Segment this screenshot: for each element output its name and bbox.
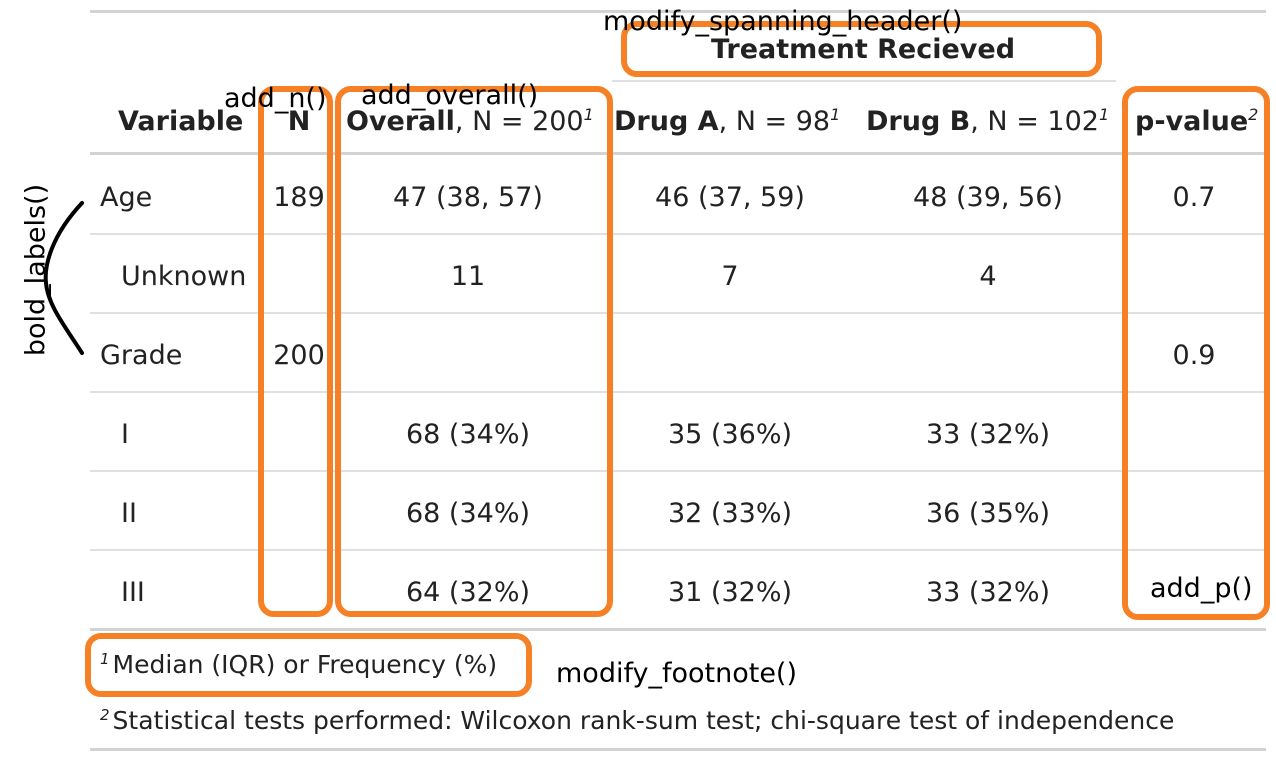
annotation-spanning-header: modify_spanning_header() (603, 6, 963, 37)
row-label: Age (100, 182, 153, 213)
cell-overall: 11 (450, 261, 486, 292)
cell-drug-a: 31 (32%) (667, 577, 793, 608)
footnote-2-text: Statistical tests performed: Wilcoxon ra… (112, 706, 1175, 735)
table-bottom-rule (90, 628, 1266, 631)
bold-labels-bracket-icon (43, 201, 84, 355)
pvalue-column-highlight (1122, 86, 1270, 620)
header-overall: Overall, N = 2001 (346, 105, 594, 137)
header-pvalue-bold: p-value (1135, 106, 1249, 137)
header-footnote-mark: 1 (583, 105, 594, 124)
annotation-modify-footnote: modify_footnote() (556, 658, 797, 689)
row-rule (90, 312, 1266, 314)
cell-drug-a: 32 (33%) (667, 498, 793, 529)
row-rule (90, 233, 1266, 235)
footer-bottom-rule (90, 748, 1266, 751)
cell-drug-b: 33 (32%) (925, 577, 1051, 608)
cell-pvalue: 0.9 (1172, 340, 1216, 371)
header-drug-a-bold: Drug A (614, 106, 719, 137)
spanning-rule (612, 80, 1116, 82)
row-label: II (121, 498, 137, 529)
header-overall-bold: Overall (346, 106, 455, 137)
cell-drug-b: 4 (979, 261, 997, 292)
cell-drug-b: 36 (35%) (925, 498, 1051, 529)
header-footnote-mark: 1 (1098, 105, 1110, 124)
row-label: Unknown (121, 261, 247, 292)
cell-drug-a: 7 (721, 261, 739, 292)
cell-drug-a: 46 (37, 59) (655, 182, 805, 213)
row-rule (90, 549, 1266, 551)
cell-overall: 47 (38, 57) (393, 182, 543, 213)
cell-overall: 68 (34%) (405, 498, 531, 529)
annotation-bold-labels: bold_labels() (20, 183, 52, 357)
row-label: I (121, 419, 129, 450)
header-pvalue: p-value2 (1135, 105, 1259, 137)
header-bottom-rule (90, 152, 1266, 155)
annotation-add-n: add_n() (224, 83, 327, 114)
header-drug-a: Drug A, N = 981 (614, 105, 841, 137)
row-rule (90, 470, 1266, 472)
footnote-2: 2 Statistical tests performed: Wilcoxon r… (100, 705, 1175, 735)
header-drug-a-n: , N = 98 (718, 106, 831, 137)
header-footnote-mark: 1 (830, 105, 841, 124)
cell-pvalue: 0.7 (1172, 182, 1216, 213)
header-drug-b-bold: Drug B (866, 106, 971, 137)
row-rule (90, 391, 1266, 393)
row-label: Grade (100, 340, 183, 371)
cell-n: 200 (273, 340, 325, 371)
cell-overall: 64 (32%) (405, 577, 531, 608)
cell-drug-b: 33 (32%) (925, 419, 1051, 450)
footnote-highlight (85, 633, 532, 697)
footnote-1-mark: 1 (100, 649, 110, 668)
n-column-highlight (258, 86, 333, 617)
cell-overall: 68 (34%) (405, 419, 531, 450)
table-top-rule (90, 10, 1266, 13)
footnote-2-mark: 2 (100, 705, 110, 724)
footnote-1: 1 Median (IQR) or Frequency (%) (100, 649, 498, 679)
overall-column-highlight (335, 86, 613, 617)
annotation-add-overall: add_overall() (361, 80, 539, 111)
spanning-header: Treatment Recieved (710, 34, 1016, 65)
header-footnote-mark: 2 (1248, 105, 1259, 124)
footnote-1-text: Median (IQR) or Frequency (%) (112, 650, 498, 679)
header-drug-b-n: , N = 102 (970, 106, 1099, 137)
cell-drug-b: 48 (39, 56) (913, 182, 1063, 213)
row-label: III (121, 577, 145, 608)
annotation-add-p: add_p() (1150, 573, 1253, 604)
cell-drug-a: 35 (36%) (667, 419, 793, 450)
header-variable: Variable (118, 106, 244, 137)
cell-n: 189 (273, 182, 325, 213)
header-overall-n: , N = 200 (454, 106, 584, 137)
header-drug-b: Drug B, N = 1021 (866, 105, 1110, 137)
header-n: N (287, 106, 311, 137)
spanning-header-highlight (621, 21, 1102, 77)
